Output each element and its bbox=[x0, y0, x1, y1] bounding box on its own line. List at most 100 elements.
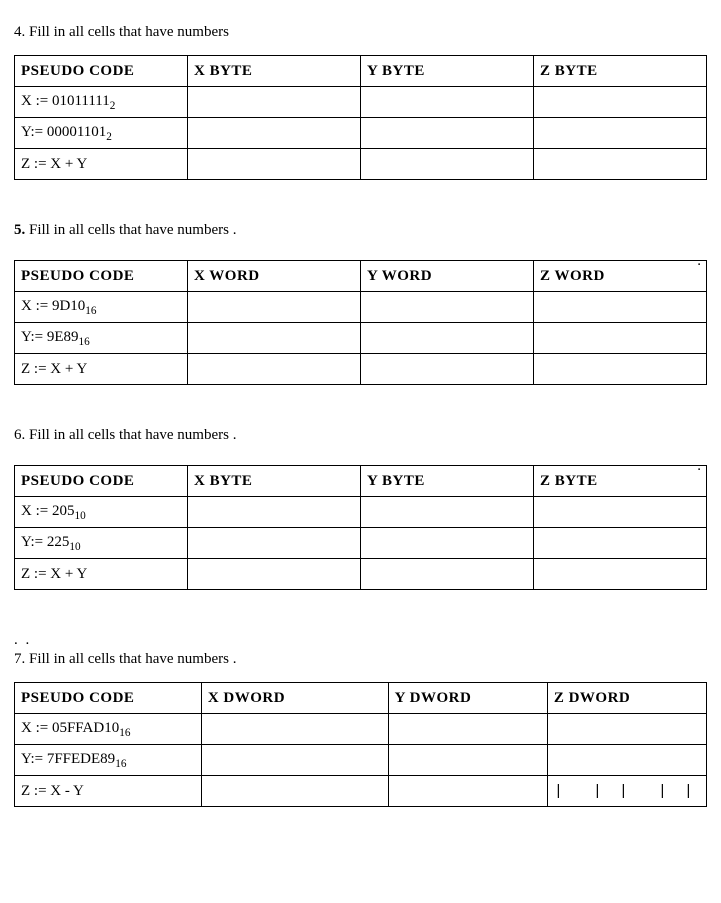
value-cell[interactable] bbox=[188, 354, 361, 385]
table-header-row: PSEUDO CODEX WORDY WORDZ WORD bbox=[15, 261, 707, 292]
column-header: Y WORD bbox=[361, 261, 534, 292]
document-root: 4. Fill in all cells that have numbers PS… bbox=[14, 24, 707, 807]
value-cell[interactable] bbox=[534, 559, 707, 590]
value-cell[interactable] bbox=[361, 323, 534, 354]
value-cell[interactable] bbox=[361, 87, 534, 118]
value-cell[interactable] bbox=[534, 354, 707, 385]
table-row: Z := X - Y | | | | | | | bbox=[15, 776, 707, 807]
tick-marks: | | | | | | | bbox=[554, 783, 721, 800]
column-header: Z BYTE bbox=[534, 56, 707, 87]
value-cell[interactable] bbox=[361, 528, 534, 559]
table-row: X := 9D1016 bbox=[15, 292, 707, 323]
code-text: X := 9D10 bbox=[21, 298, 85, 314]
table-header-row: PSEUDO CODEX DWORDY DWORDZ DWORD bbox=[15, 683, 707, 714]
table-row: Y:= 7FFEDE8916 bbox=[15, 745, 707, 776]
value-cell[interactable] bbox=[534, 87, 707, 118]
code-text: X := 05FFAD10 bbox=[21, 720, 119, 736]
value-cell[interactable] bbox=[188, 323, 361, 354]
table-row: Y:= 9E8916 bbox=[15, 323, 707, 354]
value-cell[interactable] bbox=[534, 292, 707, 323]
value-cell[interactable] bbox=[188, 149, 361, 180]
question-text: . Fill in all cells that have numbers bbox=[22, 24, 229, 40]
code-subscript: 10 bbox=[69, 541, 80, 553]
value-cell[interactable] bbox=[361, 118, 534, 149]
table-row: Z := X + Y bbox=[15, 559, 707, 590]
value-cell[interactable] bbox=[534, 528, 707, 559]
column-header: Y BYTE bbox=[361, 466, 534, 497]
code-subscript: 2 bbox=[106, 131, 112, 143]
value-cell[interactable] bbox=[534, 149, 707, 180]
code-text: X := 205 bbox=[21, 503, 74, 519]
worksheet-table: PSEUDO CODEX BYTEY BYTEZ BYTEX := 20510Y… bbox=[14, 465, 707, 590]
table-row: Y:= 22510 bbox=[15, 528, 707, 559]
value-cell[interactable] bbox=[547, 714, 706, 745]
value-cell[interactable] bbox=[188, 87, 361, 118]
question-number: 4 bbox=[14, 24, 22, 40]
question-text: . Fill in all cells that have numbers . bbox=[22, 427, 237, 443]
table-row: Z := X + Y bbox=[15, 149, 707, 180]
value-cell[interactable] bbox=[534, 323, 707, 354]
value-cell[interactable] bbox=[188, 118, 361, 149]
value-cell[interactable] bbox=[388, 776, 547, 807]
table-header-row: PSEUDO CODEX BYTEY BYTEZ BYTE bbox=[15, 56, 707, 87]
column-header: X WORD bbox=[188, 261, 361, 292]
value-cell[interactable] bbox=[188, 497, 361, 528]
column-header: Y BYTE bbox=[361, 56, 534, 87]
pseudo-code-cell: Z := X + Y bbox=[15, 354, 188, 385]
pseudo-code-cell: X := 05FFAD1016 bbox=[15, 714, 202, 745]
code-subscript: 16 bbox=[79, 336, 90, 348]
pseudo-code-cell: Y:= 7FFEDE8916 bbox=[15, 745, 202, 776]
column-header: X DWORD bbox=[201, 683, 388, 714]
code-text: Y:= 00001101 bbox=[21, 124, 106, 140]
table-row: X := 20510 bbox=[15, 497, 707, 528]
column-header: PSEUDO CODE bbox=[15, 683, 202, 714]
value-cell[interactable] bbox=[361, 354, 534, 385]
pseudo-code-cell: X := 20510 bbox=[15, 497, 188, 528]
code-subscript: 2 bbox=[110, 100, 116, 112]
value-cell[interactable] bbox=[361, 292, 534, 323]
question-section: 6. Fill in all cells that have numbers .… bbox=[14, 427, 707, 590]
value-cell[interactable] bbox=[201, 776, 388, 807]
value-cell[interactable]: | | | | | | | bbox=[547, 776, 706, 807]
value-cell[interactable] bbox=[188, 292, 361, 323]
pseudo-code-cell: Y:= 000011012 bbox=[15, 118, 188, 149]
value-cell[interactable] bbox=[388, 745, 547, 776]
question-number: 5. bbox=[14, 222, 25, 238]
question-section: . . 7. Fill in all cells that have number… bbox=[14, 632, 707, 807]
value-cell[interactable] bbox=[188, 559, 361, 590]
pre-dots: . . bbox=[14, 632, 707, 649]
column-header: Y DWORD bbox=[388, 683, 547, 714]
worksheet-table: PSEUDO CODEX WORDY WORDZ WORDX := 9D1016… bbox=[14, 260, 707, 385]
value-cell[interactable] bbox=[188, 528, 361, 559]
value-cell[interactable] bbox=[361, 497, 534, 528]
pseudo-code-cell: Y:= 9E8916 bbox=[15, 323, 188, 354]
value-cell[interactable] bbox=[547, 745, 706, 776]
pseudo-code-cell: Y:= 22510 bbox=[15, 528, 188, 559]
value-cell[interactable] bbox=[361, 149, 534, 180]
code-subscript: 16 bbox=[119, 727, 130, 739]
code-text: Y:= 9E89 bbox=[21, 329, 79, 345]
question-text: Fill in all cells that have numbers . bbox=[25, 222, 236, 238]
question-section: 4. Fill in all cells that have numbers PS… bbox=[14, 24, 707, 180]
question-number: 7 bbox=[14, 651, 22, 667]
column-header: Z BYTE bbox=[534, 466, 707, 497]
question-text: . Fill in all cells that have numbers . bbox=[22, 651, 237, 667]
pseudo-code-cell: X := 010111112 bbox=[15, 87, 188, 118]
column-header: Z WORD bbox=[534, 261, 707, 292]
question-prompt: 6. Fill in all cells that have numbers . bbox=[14, 427, 707, 444]
worksheet-table: PSEUDO CODEX DWORDY DWORDZ DWORDX := 05F… bbox=[14, 682, 707, 807]
value-cell[interactable] bbox=[201, 745, 388, 776]
value-cell[interactable] bbox=[534, 118, 707, 149]
value-cell[interactable] bbox=[201, 714, 388, 745]
code-text: Y:= 7FFEDE89 bbox=[21, 751, 115, 767]
code-subscript: 16 bbox=[115, 758, 126, 770]
column-header: X BYTE bbox=[188, 56, 361, 87]
question-prompt: 4. Fill in all cells that have numbers bbox=[14, 24, 707, 41]
column-header: PSEUDO CODE bbox=[15, 56, 188, 87]
value-cell[interactable] bbox=[388, 714, 547, 745]
column-header: PSEUDO CODE bbox=[15, 261, 188, 292]
code-text: Z := X - Y bbox=[21, 783, 84, 799]
value-cell[interactable] bbox=[361, 559, 534, 590]
value-cell[interactable] bbox=[534, 497, 707, 528]
code-subscript: 10 bbox=[74, 510, 85, 522]
